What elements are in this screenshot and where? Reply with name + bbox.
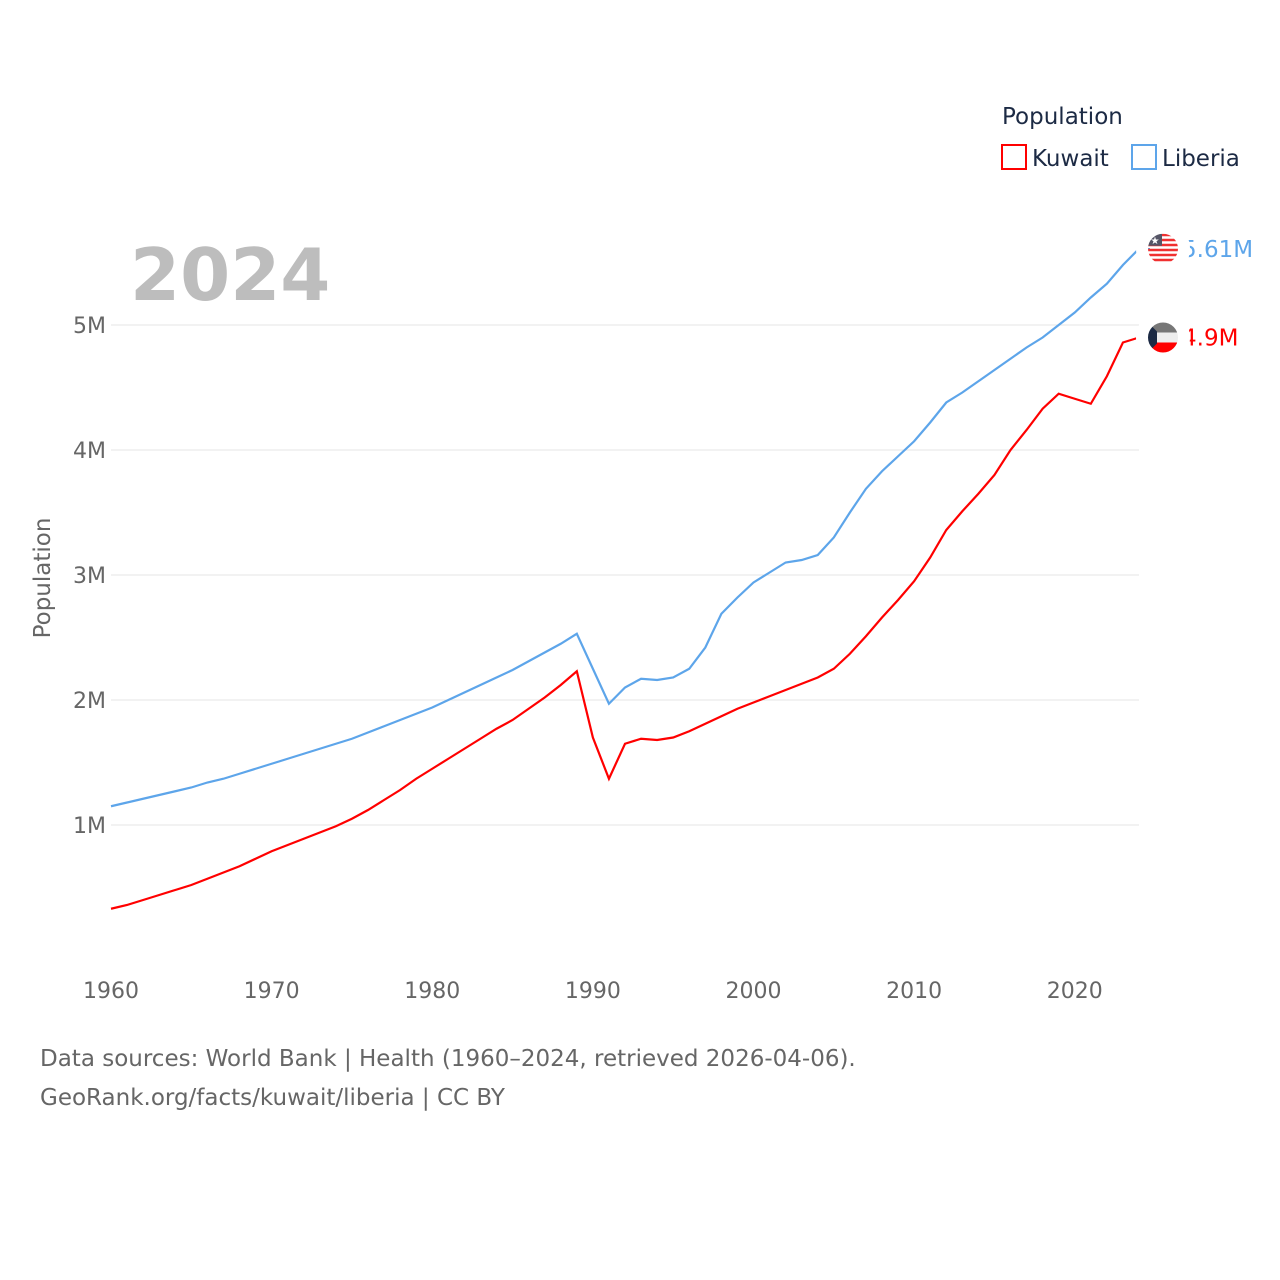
x-tick-label: 2010: [886, 979, 942, 1004]
flag-stripe: [1148, 253, 1178, 257]
y-tick-label: 5M: [73, 314, 106, 339]
flag-stripe: [1148, 248, 1178, 252]
y-tick-label: 2M: [73, 689, 106, 714]
flag-stripe: [1148, 243, 1178, 247]
source-line: Data sources: World Bank | Health (1960–…: [40, 1046, 856, 1072]
end-label-liberia: 5.61M: [1182, 237, 1253, 263]
legend-item-liberia: Liberia: [1162, 146, 1240, 172]
flag-trapezoid: [1148, 322, 1157, 353]
legend-title: Population: [1002, 104, 1123, 130]
population-chart: 2024 1M 2M 3M 4M 5M 1960 1970 1980 1990 2000 2010 20…: [30, 104, 1253, 1004]
x-tick-label: 1990: [565, 979, 621, 1004]
x-tick-label: 1970: [244, 979, 300, 1004]
y-tick-label: 4M: [73, 439, 106, 464]
flag-mask-ring: [1136, 310, 1190, 365]
y-axis-title: Population: [30, 518, 56, 639]
legend-swatch-liberia: [1131, 144, 1157, 170]
license-line[interactable]: GeoRank.org/facts/kuwait/liberia | CC BY: [40, 1085, 505, 1111]
x-tick-label: 1960: [83, 979, 139, 1004]
legend-swatch-kuwait: [1001, 144, 1027, 170]
flag-stripe: [1148, 332, 1178, 343]
flag-stripe: [1148, 322, 1178, 333]
line-liberia: [110, 247, 1140, 808]
flag-star: ★: [1151, 236, 1160, 247]
flag-stripe: [1148, 238, 1178, 242]
end-label-kuwait: 4.9M: [1182, 326, 1238, 352]
x-tick-label: 2000: [726, 979, 782, 1004]
line-kuwait: [110, 336, 1140, 910]
flag-stripe: [1148, 233, 1178, 237]
legend-item-kuwait: Kuwait: [1032, 146, 1109, 172]
x-tick-label: 1980: [404, 979, 460, 1004]
y-tick-label: 3M: [73, 564, 106, 589]
flag-stripe: [1148, 258, 1178, 262]
flag-mask-ring: [1136, 221, 1190, 276]
flag-stripe: [1148, 342, 1178, 353]
x-tick-label: 2020: [1047, 979, 1103, 1004]
year-label: 2024: [130, 233, 330, 317]
y-tick-label: 1M: [73, 814, 106, 839]
